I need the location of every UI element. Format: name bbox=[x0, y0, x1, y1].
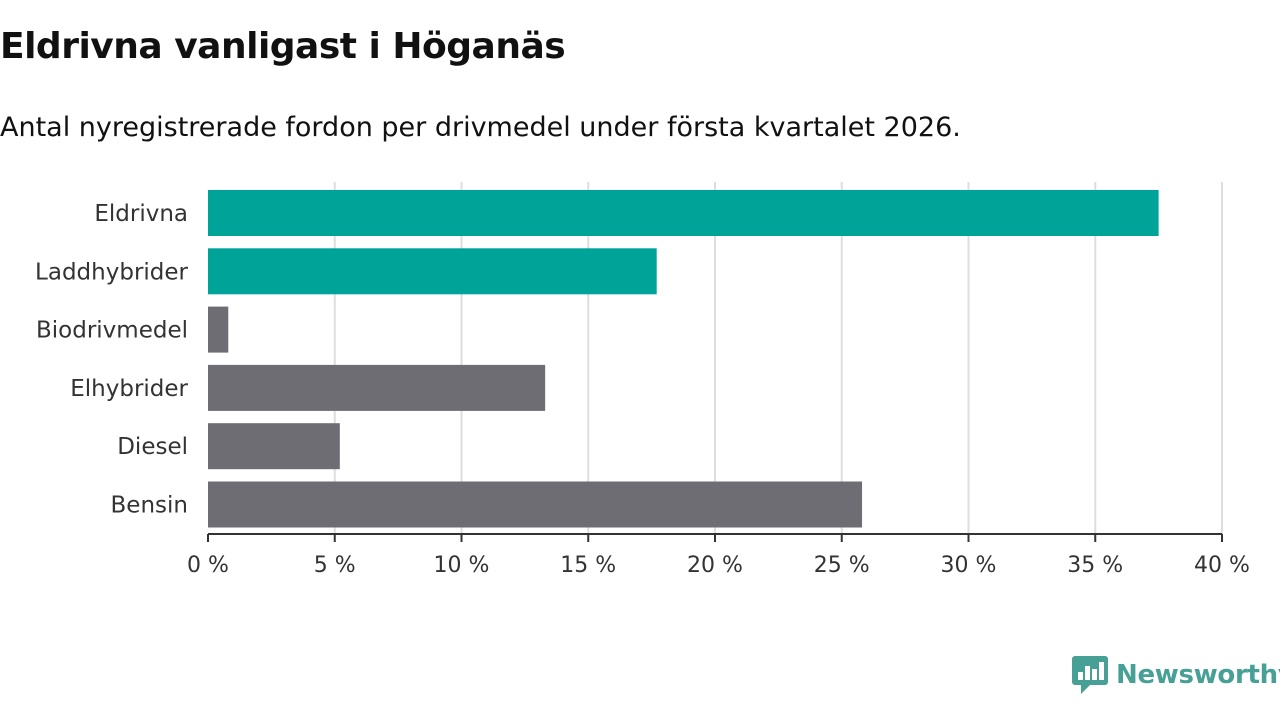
x-tick-label-2: 10 % bbox=[434, 553, 490, 578]
bar-4 bbox=[208, 423, 340, 470]
x-tick-label-6: 30 % bbox=[941, 553, 997, 578]
bar-2 bbox=[208, 306, 229, 353]
newsworthy-logo: Newsworthy bbox=[1072, 654, 1280, 696]
bar-0 bbox=[208, 190, 1159, 236]
chart-title: Eldrivna vanligast i Höganäs bbox=[0, 26, 566, 67]
bar-5 bbox=[208, 481, 863, 528]
category-label-5: Bensin bbox=[111, 493, 188, 519]
category-label-2: Biodrivmedel bbox=[36, 318, 188, 344]
x-tick-label-7: 35 % bbox=[1067, 553, 1123, 578]
category-label-4: Diesel bbox=[117, 434, 188, 460]
x-tick-label-5: 25 % bbox=[814, 553, 870, 578]
category-label-3: Elhybrider bbox=[70, 376, 188, 402]
x-tick-label-0: 0 % bbox=[187, 553, 229, 578]
bar-chart: Eldrivna Laddhybrider Biodrivmedel Elhybrid… bbox=[35, 182, 1250, 578]
bar-1 bbox=[208, 248, 657, 295]
x-tick-label-4: 20 % bbox=[687, 553, 743, 578]
bar-3 bbox=[208, 364, 546, 411]
brand-name: Newsworthy bbox=[1116, 660, 1280, 690]
category-label-1: Laddhybrider bbox=[35, 259, 188, 285]
x-tick-label-1: 5 % bbox=[314, 553, 356, 578]
x-tick-label-3: 15 % bbox=[560, 553, 616, 578]
chart-subtitle: Antal nyregistrerade fordon per drivmede… bbox=[0, 112, 961, 143]
x-tick-label-8: 40 % bbox=[1194, 553, 1250, 578]
category-label-0: Eldrivna bbox=[94, 201, 188, 227]
newsworthy-logo-icon bbox=[1072, 656, 1108, 694]
